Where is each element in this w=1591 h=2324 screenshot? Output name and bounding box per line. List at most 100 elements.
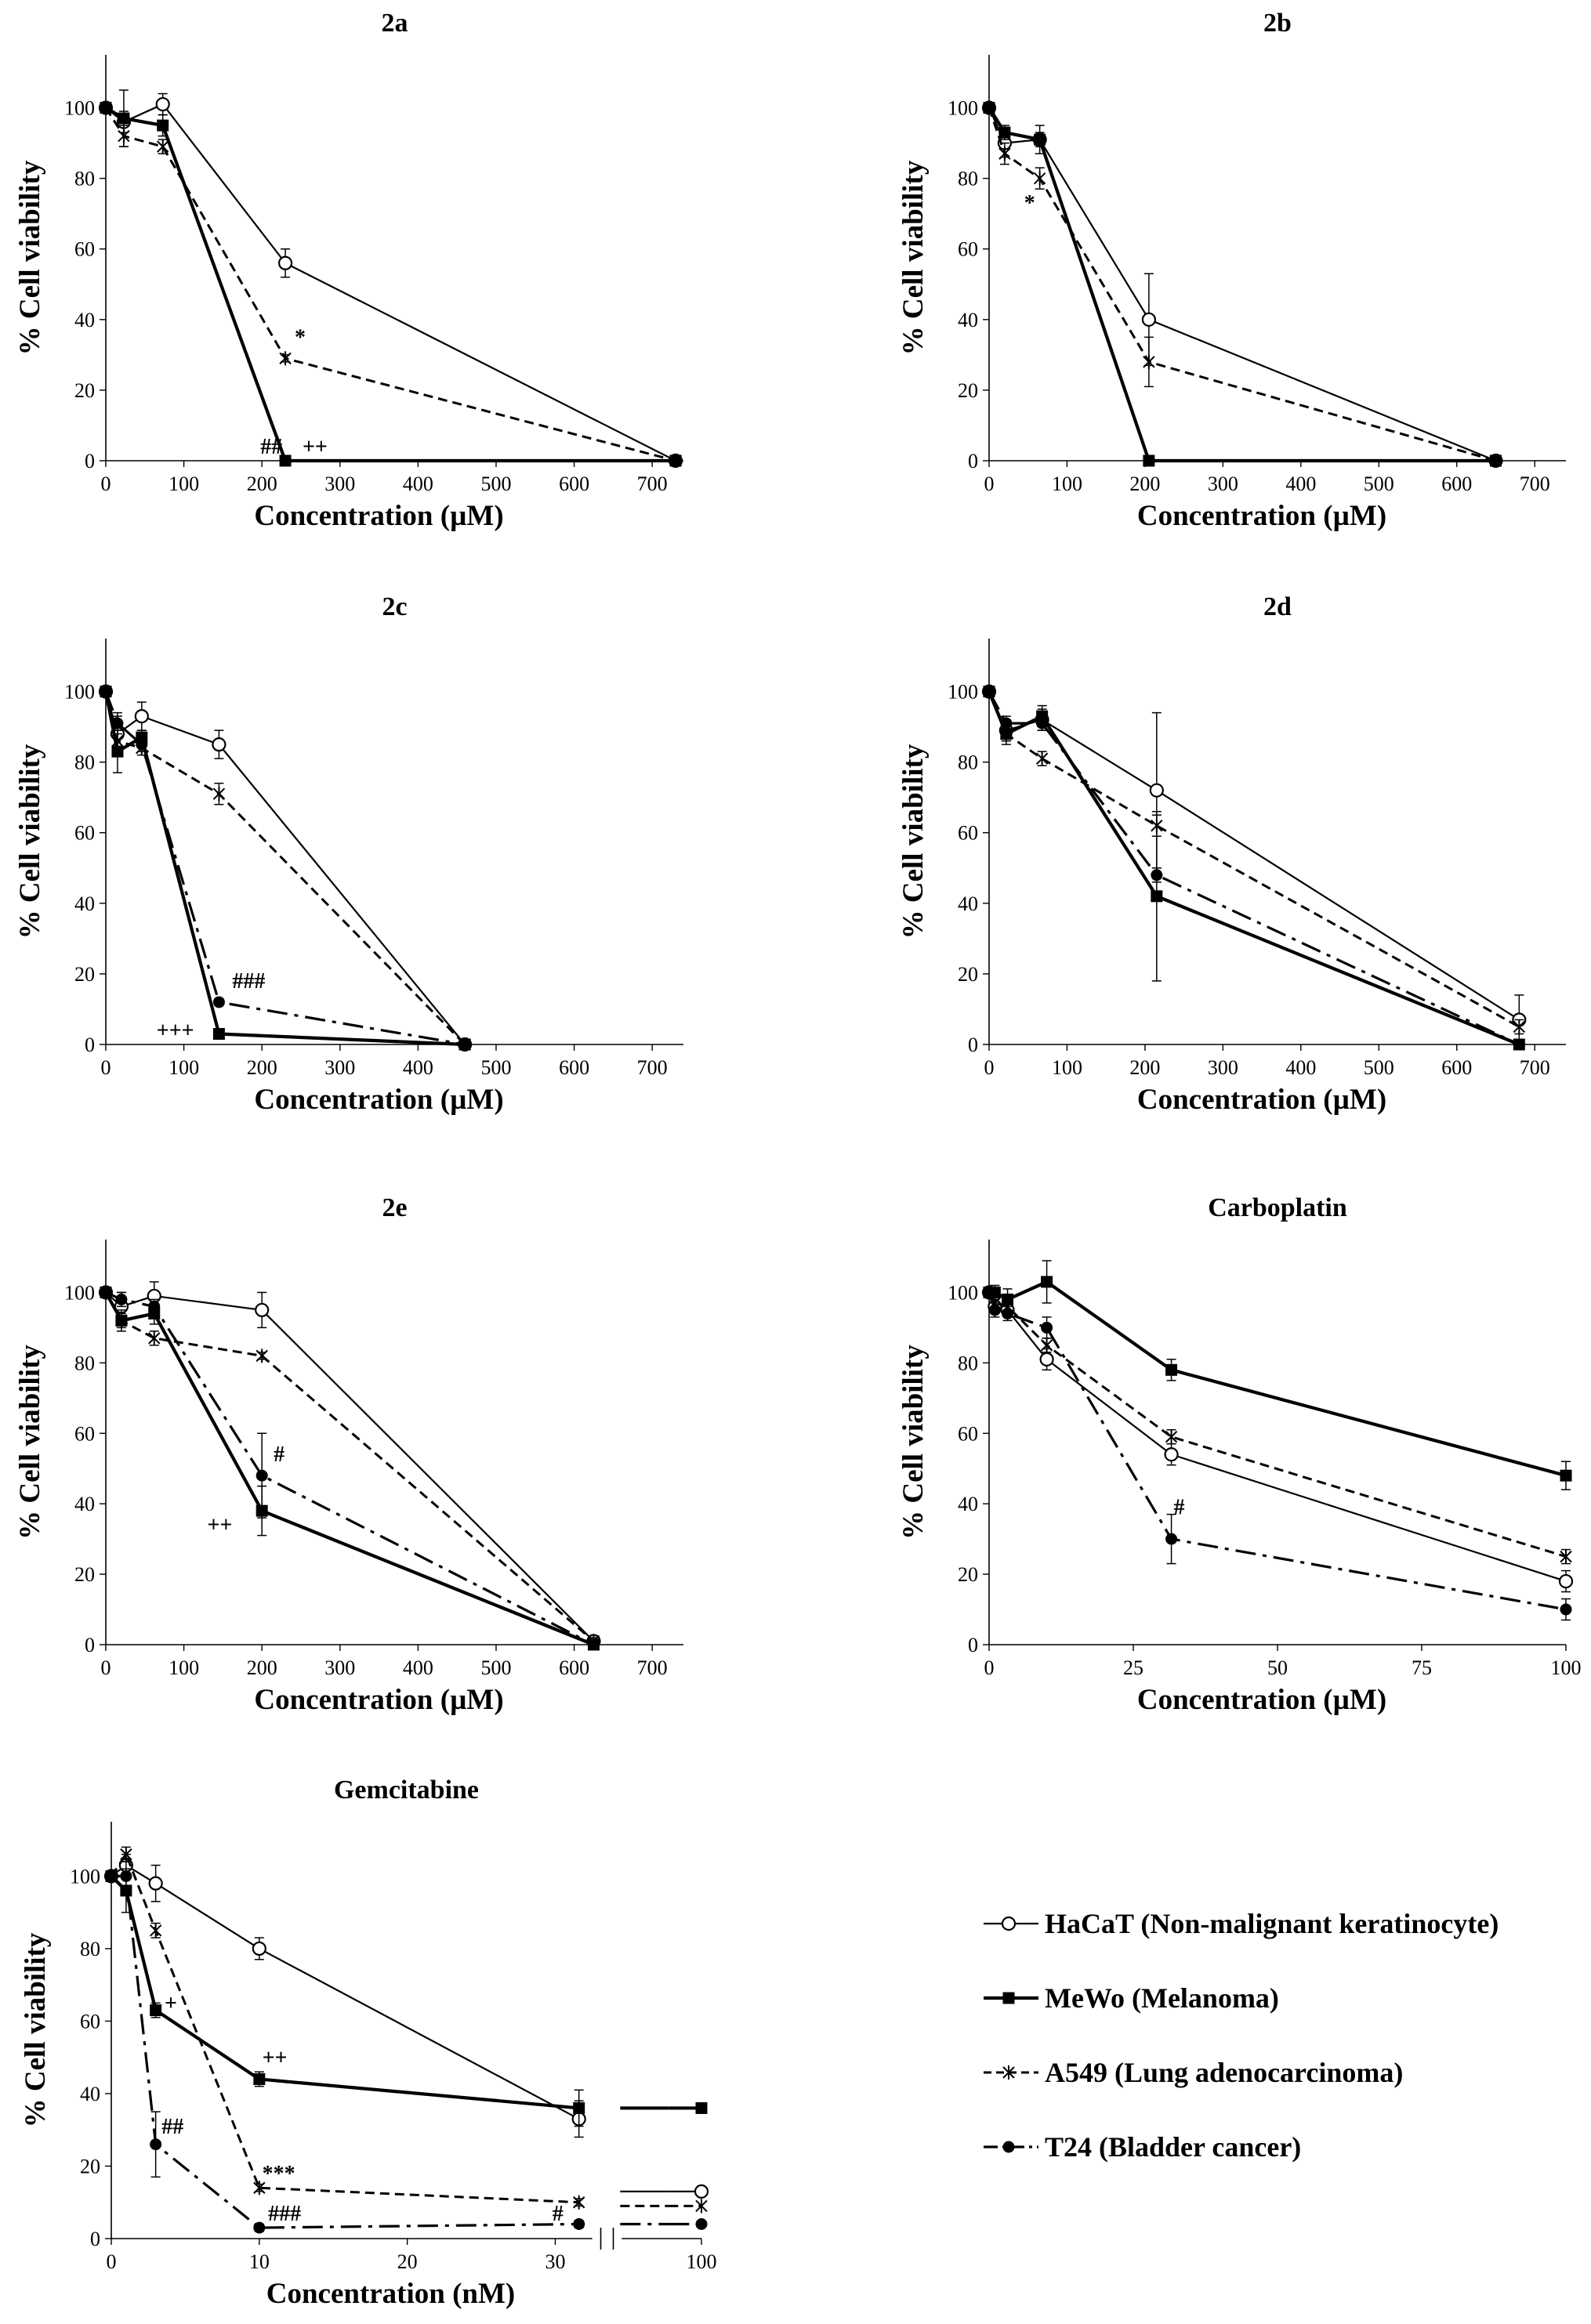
series-mewo — [983, 1260, 1572, 1490]
y-tick-label: 0 — [968, 1033, 978, 1056]
x-tick-label: 400 — [1285, 472, 1316, 495]
x-tick-label: 100 — [169, 1056, 199, 1079]
x-tick-label: 0 — [107, 2250, 117, 2273]
series-a549 — [983, 684, 1526, 1035]
series-hacat — [981, 100, 1503, 469]
series-hacat — [981, 684, 1527, 1045]
x-tick-label: 500 — [480, 1056, 511, 1079]
x-tick-label: 200 — [1129, 472, 1160, 495]
marker-filled-circle — [983, 686, 995, 698]
x-tick-label: 500 — [1364, 1056, 1394, 1079]
x-tick-label: 100 — [1052, 472, 1082, 495]
marker-star — [572, 2195, 585, 2210]
significance-annotation: # — [553, 2202, 564, 2226]
marker-open-circle — [148, 1876, 163, 1891]
legend-item: A549 (Lung adenocarcinoma) — [984, 2057, 1403, 2088]
y-tick-label: 60 — [74, 822, 95, 845]
series-line — [988, 107, 1496, 463]
marker-star — [998, 147, 1011, 161]
y-tick-label: 40 — [958, 309, 978, 331]
y-axis-label: % Cell viability — [14, 160, 46, 355]
x-tick-label: 400 — [403, 1656, 433, 1679]
marker-filled-circle — [212, 996, 225, 1008]
series-a549 — [105, 1846, 708, 2214]
x-tick-label: 400 — [1285, 1056, 1316, 1079]
series-line — [988, 107, 1496, 462]
x-tick-label: 0 — [984, 1656, 995, 1679]
y-tick-label: 100 — [948, 1281, 978, 1304]
marker-star — [1489, 454, 1502, 468]
series-line — [110, 1874, 579, 2110]
y-tick-label: 40 — [74, 1493, 95, 1515]
y-tick-label: 100 — [64, 97, 95, 120]
legend-item: HaCaT (Non-malignant keratinocyte) — [984, 1908, 1499, 1939]
marker-open-circle — [155, 96, 170, 112]
marker-filled-circle — [1560, 1603, 1572, 1616]
marker-open-circle — [1039, 1352, 1054, 1367]
series-hacat — [981, 1285, 1574, 1593]
x-tick-label: 500 — [480, 472, 511, 495]
significance-annotation: ## — [161, 2115, 183, 2139]
series-line — [111, 1864, 580, 2120]
x-tick-label: 600 — [559, 1056, 589, 1079]
y-tick-label: 100 — [64, 1281, 95, 1304]
x-axis-label: Concentration (nM) — [266, 2278, 516, 2310]
y-tick-label: 80 — [74, 1352, 95, 1374]
marker-star — [1143, 354, 1155, 369]
y-tick-label: 60 — [958, 1422, 978, 1445]
significance-annotation: ++ — [303, 435, 328, 459]
marker-filled-circle — [115, 1293, 128, 1305]
marker-open-circle — [255, 1302, 270, 1318]
x-tick-label: 100 — [687, 2250, 717, 2273]
y-tick-label: 80 — [74, 168, 95, 190]
marker-star — [118, 129, 130, 143]
series-a549 — [983, 1285, 1572, 1565]
y-tick-label: 60 — [80, 2010, 100, 2033]
y-tick-label: 20 — [958, 963, 978, 986]
significance-annotation: ### — [232, 969, 265, 994]
y-tick-label: 80 — [958, 168, 978, 190]
series-line — [988, 690, 1520, 1046]
x-tick-label: 0 — [984, 472, 995, 495]
legend-item: T24 (Bladder cancer) — [984, 2131, 1301, 2163]
marker-star — [1513, 1019, 1526, 1034]
panel-title: 2d — [1263, 592, 1292, 621]
series-line — [988, 691, 1520, 1028]
marker-filled-circle — [256, 1469, 268, 1482]
marker-star — [1033, 171, 1046, 186]
marker-star — [983, 100, 995, 115]
y-tick-label: 80 — [958, 751, 978, 774]
series-line — [104, 106, 676, 463]
series-line — [988, 1292, 1567, 1583]
y-tick-label: 0 — [968, 1634, 978, 1656]
x-tick-label: 300 — [1208, 472, 1238, 495]
series-a549 — [983, 100, 1502, 468]
y-tick-label: 20 — [80, 2155, 100, 2177]
y-tick-label: 60 — [74, 238, 95, 261]
series-mewo — [983, 686, 1525, 1051]
x-tick-label: 100 — [169, 1656, 199, 1679]
x-tick-label: 600 — [1441, 472, 1472, 495]
series-line — [104, 691, 466, 1046]
y-tick-label: 0 — [85, 450, 95, 472]
marker-filled-circle — [988, 1304, 1001, 1316]
marker-open-circle — [1001, 1916, 1017, 1931]
x-tick-label: 300 — [324, 472, 355, 495]
series-line — [105, 103, 676, 462]
series-line — [111, 1874, 579, 2229]
panel-title: 2e — [382, 1193, 407, 1222]
significance-annotation: * — [295, 325, 306, 349]
significance-annotation: *** — [263, 2162, 295, 2186]
significance-annotation: * — [1024, 191, 1035, 215]
marker-star — [1002, 2065, 1015, 2080]
marker-square — [1151, 890, 1163, 903]
x-tick-label: 700 — [637, 1656, 668, 1679]
chart-panel-6: Carboplatin 0 20 40 60 80 100 0 25 50 75 100 Concent… — [897, 1193, 1582, 1716]
chart-panel-5: 2e 0 20 40 60 80 100 0 100 200 300 400 500 600 700 Conc… — [14, 1193, 683, 1716]
marker-square — [1034, 133, 1046, 146]
legend-label: MeWo (Melanoma) — [1045, 1982, 1279, 2014]
marker-filled-circle — [100, 686, 112, 698]
marker-open-circle — [1558, 1573, 1574, 1589]
series-mewo — [105, 1868, 708, 2127]
x-tick-label: 0 — [984, 1056, 995, 1079]
